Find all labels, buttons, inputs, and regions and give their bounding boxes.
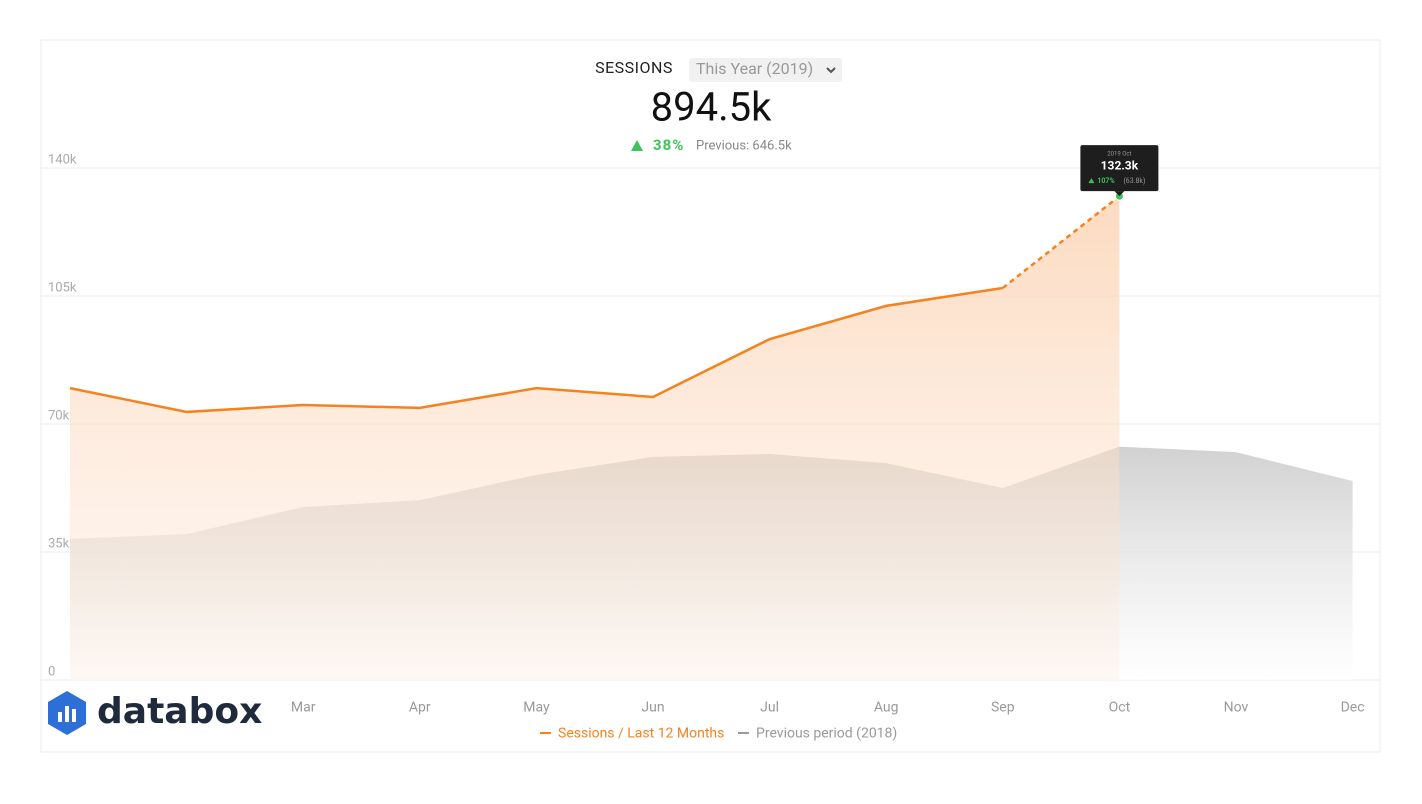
- y-tick-label: 35k: [48, 536, 70, 551]
- tooltip-change: 107%: [1097, 177, 1114, 185]
- x-tick-label: Jun: [641, 700, 664, 716]
- y-tick-label: 0: [48, 664, 55, 679]
- sessions-line-incomplete: [1002, 195, 1121, 289]
- sessions-area: [70, 196, 1120, 680]
- x-tick-label: Dec: [1341, 700, 1365, 716]
- summary-value: 894.5k: [651, 84, 772, 131]
- x-tick-label: Nov: [1224, 700, 1249, 716]
- sessions-line: [69, 286, 1003, 414]
- period-dropdown[interactable]: [689, 58, 842, 82]
- legend-label: Previous period (2018): [756, 726, 897, 742]
- dropdown-caret: [826, 67, 836, 74]
- brand-logo-bar: [72, 709, 76, 722]
- x-tick-label: Oct: [1109, 700, 1131, 716]
- up-arrow: [631, 140, 643, 151]
- brand-logo-bar: [58, 712, 62, 722]
- tooltip-value: 132.3k: [1101, 158, 1139, 172]
- x-tick-label: Mar: [291, 700, 316, 716]
- x-tick-label: May: [523, 700, 550, 716]
- x-tick-label: Aug: [874, 700, 899, 716]
- x-tick-label: Jul: [760, 700, 779, 716]
- period-selector[interactable]: This Year (2019): [696, 59, 813, 78]
- summary-change: 38%: [653, 136, 684, 154]
- tooltip-arrow: [1088, 178, 1095, 184]
- summary-previous: Previous: 646.5k: [696, 138, 792, 153]
- y-tick-label: 105k: [48, 280, 77, 295]
- legend-label: Sessions / Last 12 Months: [558, 726, 724, 742]
- brand-logo-bar: [65, 706, 69, 722]
- y-tick-label: 140k: [48, 152, 77, 167]
- brand-name: databox: [97, 691, 262, 732]
- widget-title: SESSIONS: [595, 58, 673, 77]
- tooltip-previous: (63.8k): [1123, 177, 1145, 185]
- y-tick-label: 70k: [48, 408, 70, 423]
- tooltip-pointer: [1114, 191, 1125, 197]
- tooltip: [1080, 145, 1159, 192]
- x-tick-label: Sep: [991, 700, 1015, 716]
- tooltip-date: 2019 Oct: [1107, 151, 1131, 158]
- x-tick-label: Apr: [409, 700, 431, 716]
